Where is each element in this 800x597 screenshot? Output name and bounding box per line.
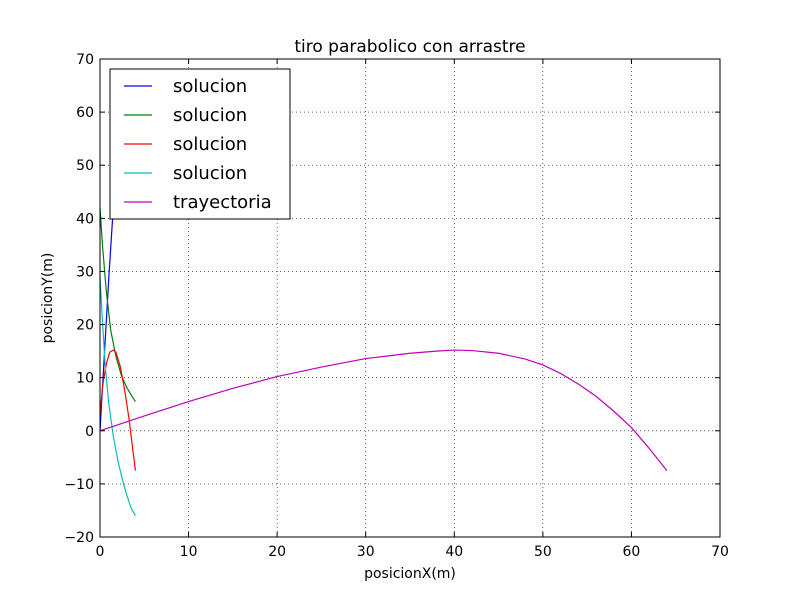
x-tick-label: 10 <box>180 544 198 560</box>
legend: solucion solucion solucion solucion trayecto… <box>109 68 291 220</box>
y-tick-label: 30 <box>76 264 94 280</box>
x-tick-label: 20 <box>268 544 286 560</box>
y-tick-label: 20 <box>76 318 94 334</box>
series-line-4 <box>100 276 136 517</box>
x-tick-label: 0 <box>96 544 105 560</box>
plot-frame <box>99 58 721 538</box>
series-layer <box>100 207 668 517</box>
legend-label-2: solucion <box>173 105 247 126</box>
y-tick-label: 70 <box>76 52 94 68</box>
legend-label-5: trayectoria <box>173 192 272 213</box>
y-tick-label: 10 <box>76 371 94 387</box>
y-tick-label: 0 <box>85 424 94 440</box>
grid-layer <box>100 59 720 537</box>
x-tick-label: 60 <box>623 544 641 560</box>
legend-label-3: solucion <box>173 134 247 155</box>
series-line-3 <box>100 349 137 471</box>
y-tick-label: 50 <box>76 158 94 174</box>
x-axis-label: posicionX(m) <box>364 566 456 582</box>
x-tick-label: 50 <box>534 544 552 560</box>
y-tick-label: −10 <box>64 477 94 493</box>
legend-label-1: solucion <box>173 76 247 97</box>
series-line-5 <box>100 349 668 471</box>
tick-layer: 0 10 20 30 40 50 60 70 −20 −10 0 10 20 30 40 50 60 70 <box>64 52 728 560</box>
legend-label-4: solucion <box>173 163 247 184</box>
x-tick-label: 40 <box>445 544 463 560</box>
x-tick-label: 30 <box>357 544 375 560</box>
x-tick-label: 70 <box>711 544 729 560</box>
series-line-2 <box>100 207 136 402</box>
y-tick-label: 60 <box>76 105 94 121</box>
y-tick-label: −20 <box>64 530 94 546</box>
y-tick-label: 40 <box>76 211 94 227</box>
y-axis-label: posicionY(m) <box>40 253 56 344</box>
chart-title: tiro parabolico con arrastre <box>294 37 525 57</box>
